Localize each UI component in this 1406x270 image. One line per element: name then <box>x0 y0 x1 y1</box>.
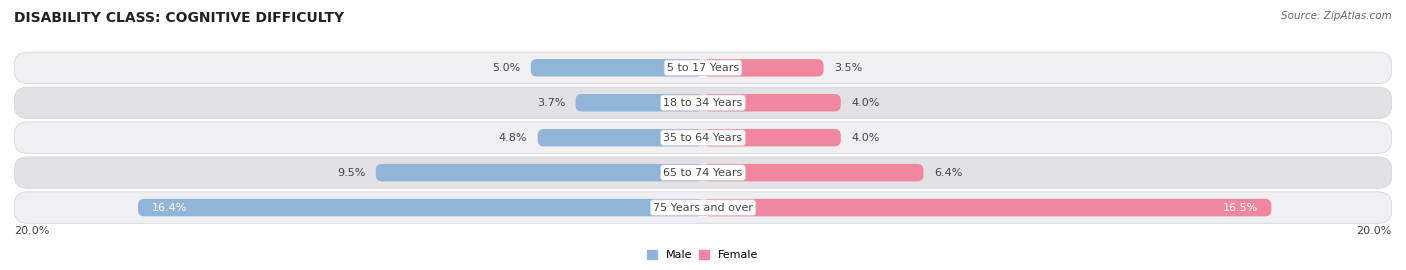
Legend: Male, Female: Male, Female <box>647 250 759 261</box>
Text: 5 to 17 Years: 5 to 17 Years <box>666 63 740 73</box>
Text: 20.0%: 20.0% <box>14 227 49 237</box>
Text: DISABILITY CLASS: COGNITIVE DIFFICULTY: DISABILITY CLASS: COGNITIVE DIFFICULTY <box>14 11 344 25</box>
Text: 9.5%: 9.5% <box>337 168 366 178</box>
FancyBboxPatch shape <box>14 87 1392 119</box>
Text: 3.5%: 3.5% <box>834 63 862 73</box>
FancyBboxPatch shape <box>703 199 1271 216</box>
FancyBboxPatch shape <box>375 164 703 181</box>
Text: 35 to 64 Years: 35 to 64 Years <box>664 133 742 143</box>
FancyBboxPatch shape <box>14 52 1392 83</box>
Text: 16.5%: 16.5% <box>1222 202 1257 212</box>
FancyBboxPatch shape <box>575 94 703 112</box>
Text: 4.0%: 4.0% <box>851 98 880 108</box>
FancyBboxPatch shape <box>703 129 841 146</box>
FancyBboxPatch shape <box>703 59 824 77</box>
FancyBboxPatch shape <box>138 199 703 216</box>
Text: 65 to 74 Years: 65 to 74 Years <box>664 168 742 178</box>
Text: 5.0%: 5.0% <box>492 63 520 73</box>
Text: 3.7%: 3.7% <box>537 98 565 108</box>
Text: 18 to 34 Years: 18 to 34 Years <box>664 98 742 108</box>
Text: 6.4%: 6.4% <box>934 168 962 178</box>
Text: 75 Years and over: 75 Years and over <box>652 202 754 212</box>
FancyBboxPatch shape <box>537 129 703 146</box>
Text: 4.8%: 4.8% <box>499 133 527 143</box>
FancyBboxPatch shape <box>14 122 1392 153</box>
FancyBboxPatch shape <box>14 192 1392 223</box>
FancyBboxPatch shape <box>531 59 703 77</box>
FancyBboxPatch shape <box>703 164 924 181</box>
FancyBboxPatch shape <box>14 157 1392 188</box>
FancyBboxPatch shape <box>703 94 841 112</box>
Text: 20.0%: 20.0% <box>1357 227 1392 237</box>
Text: Source: ZipAtlas.com: Source: ZipAtlas.com <box>1281 11 1392 21</box>
Text: 4.0%: 4.0% <box>851 133 880 143</box>
Text: 16.4%: 16.4% <box>152 202 187 212</box>
